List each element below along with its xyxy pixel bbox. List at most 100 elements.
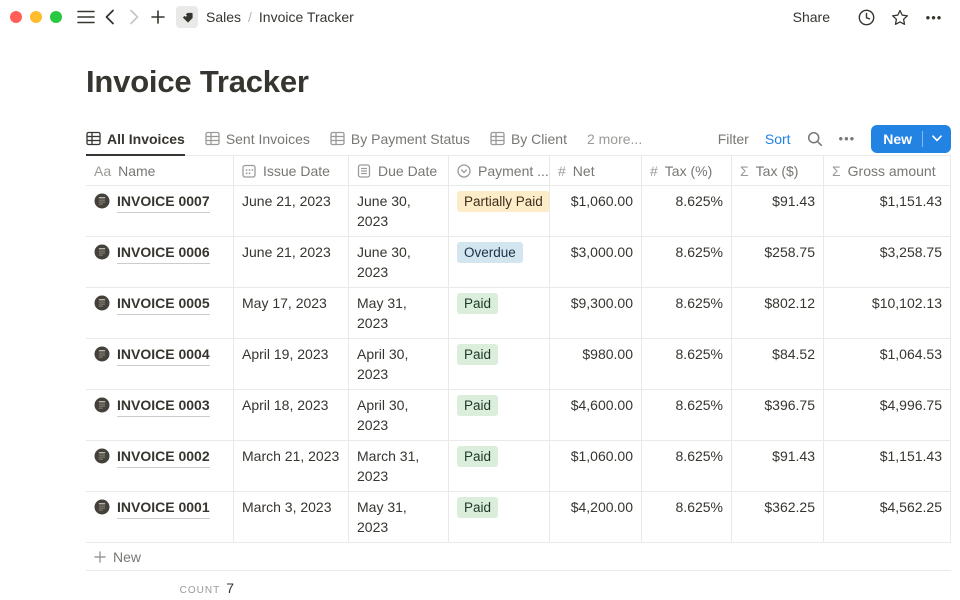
- cell-tax-pct[interactable]: 8.625%: [642, 492, 732, 542]
- cell-net[interactable]: $1,060.00: [550, 441, 642, 491]
- breadcrumb-section[interactable]: Sales: [206, 9, 242, 25]
- column-header-issue-date[interactable]: Issue Date: [234, 156, 349, 185]
- cell-gross[interactable]: $3,258.75: [824, 237, 951, 287]
- column-header-tax[interactable]: Σ Tax ($): [732, 156, 824, 185]
- cell-net[interactable]: $980.00: [550, 339, 642, 389]
- cell-net[interactable]: $9,300.00: [550, 288, 642, 338]
- cell-issue-date[interactable]: March 21, 2023: [234, 441, 349, 491]
- cell-tax-pct[interactable]: 8.625%: [642, 288, 732, 338]
- chevron-down-icon[interactable]: [923, 135, 951, 142]
- cell-payment-status[interactable]: Partially Paid: [449, 186, 550, 236]
- cell-payment-status[interactable]: Paid: [449, 288, 550, 338]
- cell-due-date[interactable]: June 30, 2023: [349, 186, 449, 236]
- cell-payment-status[interactable]: Paid: [449, 339, 550, 389]
- breadcrumb-page[interactable]: Invoice Tracker: [258, 9, 354, 25]
- invoice-link[interactable]: INVOICE 0006: [117, 242, 210, 264]
- cell-payment-status[interactable]: Overdue: [449, 237, 550, 287]
- new-page-icon[interactable]: [146, 5, 170, 29]
- more-views-button[interactable]: 2 more...: [586, 130, 643, 147]
- cell-tax-usd[interactable]: $91.43: [732, 186, 824, 236]
- new-button-label[interactable]: New: [883, 130, 912, 147]
- cell-tax-pct[interactable]: 8.625%: [642, 390, 732, 440]
- invoice-link[interactable]: INVOICE 0005: [117, 293, 210, 315]
- sidebar-menu-icon[interactable]: [74, 5, 98, 29]
- cell-gross[interactable]: $4,996.75: [824, 390, 951, 440]
- invoice-link[interactable]: INVOICE 0004: [117, 344, 210, 366]
- history-clock-icon[interactable]: [854, 5, 878, 29]
- cell-tax-usd[interactable]: $396.75: [732, 390, 824, 440]
- cell-name[interactable]: INVOICE 0004: [86, 339, 234, 389]
- invoice-page-icon: [94, 346, 110, 367]
- cell-tax-usd[interactable]: $91.43: [732, 441, 824, 491]
- cell-name[interactable]: INVOICE 0006: [86, 237, 234, 287]
- cell-issue-date[interactable]: May 17, 2023: [234, 288, 349, 338]
- cell-due-date[interactable]: May 31, 2023: [349, 288, 449, 338]
- cell-tax-usd[interactable]: $362.25: [732, 492, 824, 542]
- share-button[interactable]: Share: [792, 9, 830, 25]
- invoice-link[interactable]: INVOICE 0003: [117, 395, 210, 417]
- view-options-icon[interactable]: •••: [838, 131, 856, 146]
- tab-sent-invoices[interactable]: Sent Invoices: [205, 122, 310, 155]
- cell-tax-usd[interactable]: $84.52: [732, 339, 824, 389]
- cell-issue-date[interactable]: June 21, 2023: [234, 186, 349, 236]
- cell-name[interactable]: INVOICE 0005: [86, 288, 234, 338]
- cell-net[interactable]: $4,200.00: [550, 492, 642, 542]
- tab-all-invoices[interactable]: All Invoices: [86, 122, 185, 156]
- back-icon[interactable]: [98, 5, 122, 29]
- tab-by-payment-status[interactable]: By Payment Status: [330, 122, 470, 155]
- gross-value: $4,562.25: [879, 499, 942, 515]
- cell-due-date[interactable]: May 31, 2023: [349, 492, 449, 542]
- invoice-link[interactable]: INVOICE 0007: [117, 191, 210, 213]
- cell-due-date[interactable]: March 31, 2023: [349, 441, 449, 491]
- forward-icon[interactable]: [122, 5, 146, 29]
- column-header-due-date[interactable]: Due Date: [349, 156, 449, 185]
- cell-issue-date[interactable]: April 19, 2023: [234, 339, 349, 389]
- more-options-icon[interactable]: •••: [925, 9, 943, 25]
- invoice-link[interactable]: INVOICE 0002: [117, 446, 210, 468]
- invoice-link[interactable]: INVOICE 0001: [117, 497, 210, 519]
- cell-tax-pct[interactable]: 8.625%: [642, 186, 732, 236]
- cell-net[interactable]: $3,000.00: [550, 237, 642, 287]
- filter-button[interactable]: Filter: [717, 130, 749, 147]
- search-icon[interactable]: [807, 131, 823, 147]
- cell-payment-status[interactable]: Paid: [449, 492, 550, 542]
- new-button[interactable]: New: [871, 124, 951, 153]
- cell-due-date[interactable]: April 30, 2023: [349, 390, 449, 440]
- favorite-star-icon[interactable]: [888, 5, 912, 29]
- cell-name[interactable]: INVOICE 0002: [86, 441, 234, 491]
- cell-gross[interactable]: $10,102.13: [824, 288, 951, 338]
- close-window-button[interactable]: [10, 11, 22, 23]
- cell-gross[interactable]: $4,562.25: [824, 492, 951, 542]
- cell-issue-date[interactable]: April 18, 2023: [234, 390, 349, 440]
- cell-net[interactable]: $4,600.00: [550, 390, 642, 440]
- cell-name[interactable]: INVOICE 0003: [86, 390, 234, 440]
- zoom-window-button[interactable]: [50, 11, 62, 23]
- column-header-net[interactable]: # Net: [550, 156, 642, 185]
- cell-net[interactable]: $1,060.00: [550, 186, 642, 236]
- cell-tax-usd[interactable]: $802.12: [732, 288, 824, 338]
- column-header-tax[interactable]: # Tax (%): [642, 156, 732, 185]
- cell-payment-status[interactable]: Paid: [449, 390, 550, 440]
- cell-gross[interactable]: $1,151.43: [824, 186, 951, 236]
- count-label[interactable]: COUNT: [179, 585, 221, 596]
- column-header-payment[interactable]: Payment ...: [449, 156, 550, 185]
- cell-tax-pct[interactable]: 8.625%: [642, 237, 732, 287]
- cell-name[interactable]: INVOICE 0007: [86, 186, 234, 236]
- cell-due-date[interactable]: June 30, 2023: [349, 237, 449, 287]
- column-header-gross-amount[interactable]: Σ Gross amount: [824, 156, 951, 185]
- cell-issue-date[interactable]: March 3, 2023: [234, 492, 349, 542]
- cell-tax-pct[interactable]: 8.625%: [642, 339, 732, 389]
- cell-tax-usd[interactable]: $258.75: [732, 237, 824, 287]
- cell-gross[interactable]: $1,064.53: [824, 339, 951, 389]
- minimize-window-button[interactable]: [30, 11, 42, 23]
- cell-tax-pct[interactable]: 8.625%: [642, 441, 732, 491]
- tab-by-client[interactable]: By Client: [490, 122, 567, 155]
- sort-button[interactable]: Sort: [764, 130, 791, 147]
- add-new-row-button[interactable]: New: [86, 543, 951, 571]
- cell-payment-status[interactable]: Paid: [449, 441, 550, 491]
- cell-issue-date[interactable]: June 21, 2023: [234, 237, 349, 287]
- cell-gross[interactable]: $1,151.43: [824, 441, 951, 491]
- cell-name[interactable]: INVOICE 0001: [86, 492, 234, 542]
- cell-due-date[interactable]: April 30, 2023: [349, 339, 449, 389]
- column-header-name[interactable]: Aa Name: [86, 156, 234, 185]
